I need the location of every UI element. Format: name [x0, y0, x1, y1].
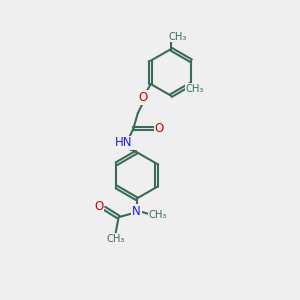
Text: CH₃: CH₃: [149, 210, 167, 220]
Text: CH₃: CH₃: [168, 32, 187, 41]
Text: O: O: [154, 122, 164, 135]
Text: O: O: [94, 200, 104, 213]
Text: CH₃: CH₃: [185, 84, 204, 94]
Text: HN: HN: [115, 136, 133, 149]
Text: O: O: [139, 91, 148, 104]
Text: N: N: [132, 205, 141, 218]
Text: CH₃: CH₃: [106, 234, 125, 244]
